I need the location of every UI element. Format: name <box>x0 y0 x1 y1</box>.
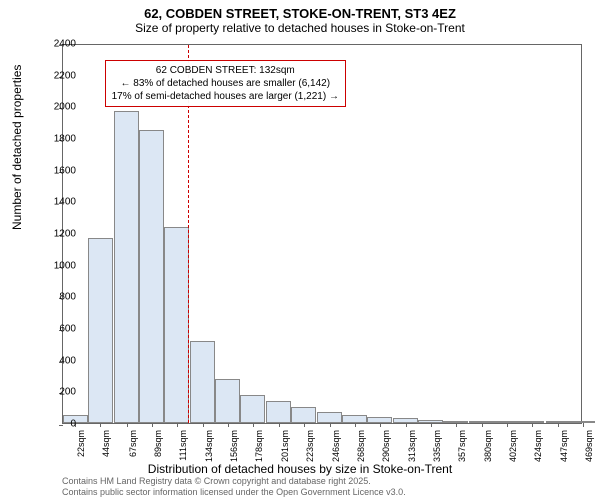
annotation-line1: ← 83% of detached houses are smaller (6,… <box>112 77 339 90</box>
y-tick-label: 800 <box>59 292 76 303</box>
x-tick <box>507 423 508 427</box>
x-tick <box>228 423 229 427</box>
footer-line1: Contains HM Land Registry data © Crown c… <box>62 476 406 487</box>
x-tick-label: 402sqm <box>508 430 518 470</box>
y-tick-label: 600 <box>59 324 76 335</box>
histogram-bar <box>164 227 189 423</box>
y-tick-label: 400 <box>59 355 76 366</box>
y-tick <box>59 425 63 426</box>
plot-area: 62 COBDEN STREET: 132sqm← 83% of detache… <box>62 44 582 424</box>
x-tick-label: 89sqm <box>153 430 163 470</box>
histogram-bar <box>317 412 342 423</box>
histogram-bar <box>114 111 139 423</box>
x-tick-label: 469sqm <box>584 430 594 470</box>
y-tick-label: 1800 <box>54 134 76 145</box>
x-tick <box>355 423 356 427</box>
x-tick-label: 178sqm <box>254 430 264 470</box>
x-tick-label: 44sqm <box>101 430 111 470</box>
histogram-bar <box>291 407 316 423</box>
x-tick <box>456 423 457 427</box>
x-tick-label: 156sqm <box>229 430 239 470</box>
annotation-line2: 17% of semi-detached houses are larger (… <box>112 90 339 103</box>
x-tick-label: 201sqm <box>280 430 290 470</box>
x-tick-label: 246sqm <box>331 430 341 470</box>
chart-subtitle: Size of property relative to detached ho… <box>0 21 600 39</box>
footer-text: Contains HM Land Registry data © Crown c… <box>62 476 406 498</box>
annotation-box: 62 COBDEN STREET: 132sqm← 83% of detache… <box>105 60 346 107</box>
chart-container: 62, COBDEN STREET, STOKE-ON-TRENT, ST3 4… <box>0 0 600 500</box>
histogram-bar <box>266 401 291 423</box>
x-tick-label: 22sqm <box>76 430 86 470</box>
x-tick-label: 335sqm <box>432 430 442 470</box>
x-tick-label: 380sqm <box>483 430 493 470</box>
x-tick <box>558 423 559 427</box>
histogram-bar <box>342 415 367 423</box>
x-tick <box>279 423 280 427</box>
y-tick-label: 2000 <box>54 102 76 113</box>
y-tick-label: 1400 <box>54 197 76 208</box>
x-tick-label: 134sqm <box>204 430 214 470</box>
x-tick <box>152 423 153 427</box>
x-tick-label: 357sqm <box>457 430 467 470</box>
x-tick-label: 424sqm <box>533 430 543 470</box>
histogram-bar <box>190 341 215 423</box>
x-tick <box>406 423 407 427</box>
x-tick <box>583 423 584 427</box>
y-tick-label: 2200 <box>54 70 76 81</box>
y-tick-label: 200 <box>59 387 76 398</box>
histogram-bar <box>88 238 113 423</box>
x-tick <box>482 423 483 427</box>
x-tick-label: 111sqm <box>178 430 188 470</box>
y-tick-label: 1200 <box>54 229 76 240</box>
x-tick <box>203 423 204 427</box>
chart-title: 62, COBDEN STREET, STOKE-ON-TRENT, ST3 4… <box>0 0 600 21</box>
x-tick-label: 313sqm <box>407 430 417 470</box>
x-tick-label: 290sqm <box>381 430 391 470</box>
x-tick <box>177 423 178 427</box>
y-tick-label: 1600 <box>54 165 76 176</box>
histogram-bar <box>215 379 240 423</box>
x-tick <box>330 423 331 427</box>
histogram-bar <box>240 395 265 424</box>
x-tick <box>100 423 101 427</box>
x-tick <box>304 423 305 427</box>
x-tick <box>532 423 533 427</box>
x-tick-label: 223sqm <box>305 430 315 470</box>
x-tick <box>431 423 432 427</box>
x-tick <box>253 423 254 427</box>
y-tick-label: 1000 <box>54 260 76 271</box>
annotation-title: 62 COBDEN STREET: 132sqm <box>112 64 339 77</box>
y-tick-label: 0 <box>70 419 76 430</box>
x-tick-label: 67sqm <box>128 430 138 470</box>
x-tick-label: 447sqm <box>559 430 569 470</box>
y-tick-label: 2400 <box>54 39 76 50</box>
x-tick-label: 268sqm <box>356 430 366 470</box>
y-axis-label: Number of detached properties <box>10 65 24 230</box>
x-tick <box>380 423 381 427</box>
histogram-bar <box>139 130 164 423</box>
x-tick <box>127 423 128 427</box>
footer-line2: Contains public sector information licen… <box>62 487 406 498</box>
